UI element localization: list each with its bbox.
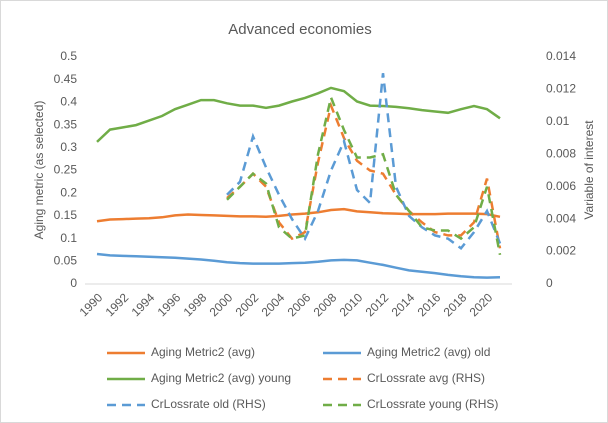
chart-title: Advanced economies [228,21,371,38]
y-tick-label: 0.5 [60,49,77,63]
y-tick-label: 0.45 [54,72,78,86]
series-line [226,73,502,251]
y-axis-label: Aging metric (as selected) [32,101,46,240]
y-tick-label: 0.2 [60,185,77,199]
y2-tick-label: 0.014 [546,49,576,63]
y2-tick-label: 0.002 [546,244,576,258]
series-line [96,86,501,143]
y2-tick-label: 0.004 [546,211,576,225]
y2-tick-label: 0.01 [546,114,570,128]
legend-label: CrLossrate young (RHS) [367,397,498,411]
y-tick-label: 0.3 [60,140,77,154]
legend-label: CrLossrate avg (RHS) [367,371,485,385]
y2-axis-label: Variable of interest [582,120,596,220]
series-line [96,252,501,279]
legend-label: CrLossrate old (RHS) [151,397,266,411]
y-tick-label: 0.15 [54,208,78,222]
y2-tick-label: 0.008 [546,146,576,160]
y-tick-label: 0.25 [54,163,78,177]
y-tick-label: 0.4 [60,95,77,109]
y-tick-label: 0 [70,276,77,290]
series-line [226,93,502,256]
legend-label: Aging Metric2 (avg) [151,345,255,359]
series-line [96,207,501,223]
y-tick-label: 0.05 [54,253,78,267]
y2-tick-label: 0 [546,276,553,290]
y2-tick-label: 0.006 [546,179,576,193]
y-tick-label: 0.35 [54,117,78,131]
y2-tick-label: 0.012 [546,82,576,96]
legend-label: Aging Metric2 (avg) young [151,371,291,385]
y-tick-label: 0.1 [60,231,77,245]
legend-label: Aging Metric2 (avg) old [367,345,490,359]
